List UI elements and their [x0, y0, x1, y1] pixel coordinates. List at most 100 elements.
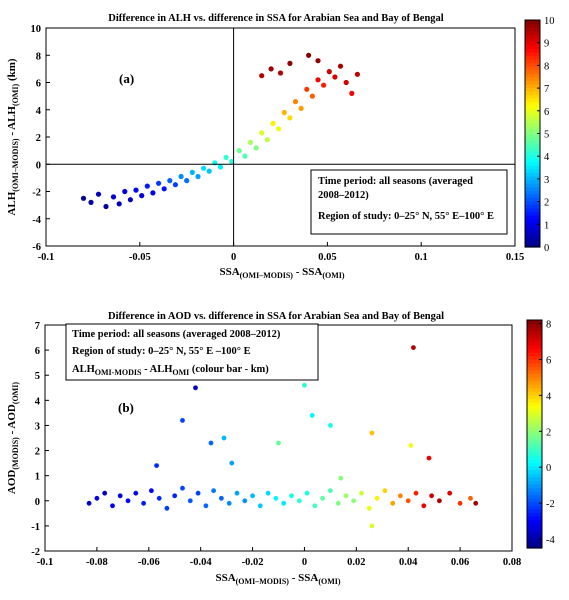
panel-a-colorbar-segment — [525, 190, 540, 195]
panel-a-y-tick-label: 2 — [36, 133, 41, 144]
panel-a-point — [326, 69, 332, 75]
panel-b-colorbar: -4 -2 0 2 4 6 8 — [526, 319, 555, 549]
panel-b-colorbar-segment — [527, 505, 542, 510]
panel-a-colorbar-segment — [525, 66, 540, 71]
panel-b-colorbar-tick-label: 6 — [546, 355, 551, 366]
panel-b-colorbar-segment — [527, 320, 542, 325]
panel-b-colorbar-segment — [527, 530, 542, 535]
panel-b-colorbar-tick-label: -4 — [546, 535, 555, 546]
panel-b-colorbar-segment — [527, 533, 542, 538]
panel-b-y-tick-label: 5 — [35, 371, 40, 382]
panel-b-point — [149, 488, 154, 494]
panel-b-point — [265, 490, 271, 496]
panel-a-point — [88, 199, 94, 205]
panel-a-x-tick-label: 0.05 — [318, 252, 336, 263]
panel-a-colorbar-segment — [525, 218, 540, 223]
panel-a-annotation-box — [310, 169, 508, 235]
panel-a-point — [110, 194, 117, 200]
panel-a-point — [315, 58, 321, 64]
panel-b-colorbar-segment — [527, 469, 542, 474]
panel-b-colorbar-segment — [527, 352, 542, 357]
panel-a-point — [332, 74, 338, 80]
panel-a-colorbar-segment — [525, 41, 540, 46]
panel-a-colorbar-segment — [525, 172, 540, 177]
panel-b-annotation-line-2: Region of study: 0–25° N, 55° E –100° E — [72, 346, 251, 357]
panel-b-colorbar-segment — [527, 480, 542, 485]
panel-b-colorbar-segment — [527, 430, 542, 435]
panel-b-point — [102, 490, 108, 496]
panel-a-point — [150, 190, 156, 196]
panel-b-point — [117, 493, 123, 499]
panel-a-colorbar-segment — [525, 197, 540, 202]
panel-a-point — [206, 168, 212, 174]
panel-b-point — [320, 495, 325, 501]
panel-b-colorbar-segment — [527, 451, 542, 456]
panel-a-colorbar-segment — [525, 147, 540, 152]
panel-a-colorbar-segment — [525, 34, 540, 39]
panel-a-colorbar-segment — [525, 98, 540, 103]
panel-a-colorbar-segment — [525, 186, 540, 191]
panel-a-point — [277, 70, 284, 76]
panel-a-colorbar-tick-label: 2 — [544, 198, 549, 209]
panel-b-point — [369, 523, 375, 529]
panel-a-y-tick-label: 4 — [36, 106, 42, 117]
panel-a-label: (a) — [119, 71, 134, 86]
panel-a-colorbar-tick-label: 4 — [544, 152, 550, 163]
panel-a-point — [217, 164, 224, 170]
panel-a-colorbar-tick-label: 6 — [544, 107, 549, 118]
panel-b-point — [86, 500, 92, 506]
panel-a-y-tick-label: -6 — [32, 242, 41, 253]
panel-b-colorbar-segment — [527, 334, 542, 339]
panel-b-point — [296, 498, 302, 504]
panel-b-colorbar-segment — [527, 384, 542, 389]
panel-a-point — [292, 99, 299, 105]
panel-a-point — [321, 82, 327, 88]
panel-a-colorbar-segment — [525, 193, 540, 198]
panel-a-colorbar-segment — [525, 76, 540, 81]
panel-b-colorbar-segment — [527, 362, 542, 367]
panel-a-x-tick-label: 0 — [231, 252, 236, 263]
panel-b-colorbar-segment — [527, 359, 542, 364]
panel-b-y-axis-label: AOD(MODIS) - AOD(OMI) — [6, 382, 20, 494]
panel-b-annotation-box — [65, 323, 319, 381]
panel-b-colorbar-segment — [527, 369, 542, 375]
panel-b-colorbar-segment — [527, 373, 542, 378]
panel-a-colorbar-segment — [525, 73, 540, 78]
panel-b-point — [382, 488, 388, 494]
panel-b-point — [408, 443, 414, 448]
panel-b-annotation-line-3: ALHOMI-MODIS - ALHOMI (colour bar - km) — [72, 364, 269, 377]
panel-a-point — [337, 63, 344, 69]
panel-b-colorbar-segment — [527, 348, 542, 353]
panel-a-point — [349, 90, 355, 96]
panel-b-colorbar-segment — [527, 483, 542, 489]
panel-b-colorbar-segment — [527, 494, 542, 499]
panel-b-point — [94, 495, 100, 501]
panel-a-points — [80, 52, 360, 210]
panel-a-point — [268, 66, 274, 72]
panel-b-colorbar-segment — [527, 512, 542, 517]
panel-b-point — [312, 503, 318, 509]
panel-b-y-tick-label: 0 — [35, 497, 40, 508]
panel-b-colorbar-tick-label: 2 — [546, 427, 551, 438]
panel-a-colorbar-segment — [525, 37, 540, 42]
panel-a-point — [343, 79, 349, 86]
panel-a-colorbar-tick-label: 9 — [544, 39, 549, 50]
panel-b-point — [208, 440, 214, 446]
panel-a-colorbar-segment — [525, 225, 540, 230]
panel-b-point — [187, 498, 193, 504]
panel-b-x-tick-label: 0.02 — [347, 557, 365, 568]
panel-a-colorbar-segment — [525, 215, 540, 220]
panel-b-x-tick-label: -0.06 — [138, 557, 160, 568]
panel-a-colorbar-segment — [525, 144, 540, 149]
panel-b-y-tick-label: 7 — [35, 321, 40, 332]
panel-b-colorbar-segment — [527, 387, 542, 392]
panel-a-colorbar-segment — [525, 204, 540, 209]
panel-b-point — [154, 463, 160, 468]
panel-b-colorbar-segment — [527, 515, 542, 521]
panel-a-colorbar-segment — [525, 51, 540, 57]
panel-b-colorbar-segment — [527, 327, 542, 332]
panel-a-colorbar-segment — [525, 158, 540, 163]
panel-b-colorbar-segment — [527, 409, 542, 414]
panel-a-title: Difference in ALH vs. difference in SSA … — [108, 13, 444, 24]
panel-b-colorbar-segment — [527, 444, 542, 449]
